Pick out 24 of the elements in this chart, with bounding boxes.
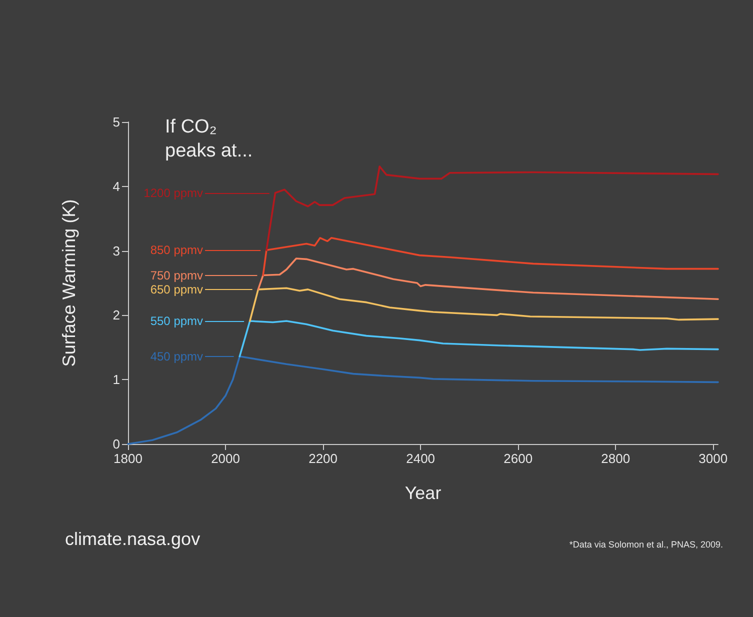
text: 1200 ppmv [144, 186, 204, 200]
y-tick-label: 5 [112, 114, 120, 130]
y-tick-label: 1 [112, 372, 120, 388]
legend-label: 550 ppmv [150, 314, 204, 328]
y-axis-title: Surface Warming (K) [59, 199, 79, 367]
legend-label: 650 ppmv [150, 282, 204, 296]
text: climate.nasa.gov [65, 529, 200, 549]
x-tick-label: 2600 [504, 451, 533, 466]
x-tick-label: 2000 [211, 451, 240, 466]
chart-title: If CO₂ peaks at... [165, 116, 253, 162]
x-tick-label: 2400 [406, 451, 436, 466]
x-tick-label: 2800 [601, 451, 630, 466]
x-tick-label: 2200 [308, 451, 338, 466]
y-tick-label: 4 [112, 178, 120, 194]
y-tick-label: 0 [112, 436, 120, 452]
legend-label: 750 ppmv [150, 268, 204, 282]
y-tick-label: 3 [112, 243, 120, 258]
legend-label: 450 ppmv [150, 349, 204, 364]
y-tick-label: 2 [112, 308, 120, 323]
x-axis-title: Year [404, 483, 442, 503]
legend-label: 850 ppmv [150, 243, 204, 258]
x-tick-label: 3000 [698, 451, 728, 466]
text: *Data via Solomon et al., PNAS, 2009. [569, 540, 724, 550]
x-tick-label: 1800 [114, 451, 142, 466]
